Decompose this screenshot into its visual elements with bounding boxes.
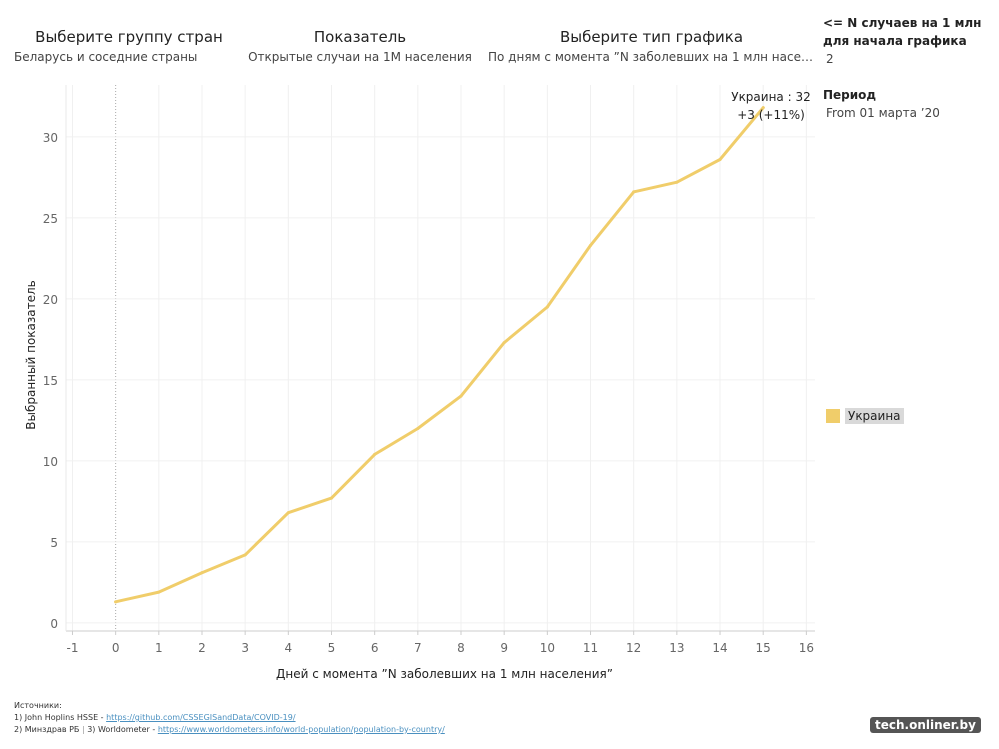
n-threshold-value[interactable]: 2 [826,52,834,66]
x-tick-label: 11 [583,641,598,655]
data-point [157,590,161,594]
x-tick-label: 15 [756,641,771,655]
x-tick-label: 13 [669,641,684,655]
tooltip: Украина : 32 +3 (+11%) [726,88,816,124]
group-filter[interactable]: Выберите группу стран Беларусь и соседни… [10,28,248,64]
y-axis-title: Выбранный показатель [24,280,38,430]
data-point [243,553,247,557]
period-value[interactable]: From 01 марта ’20 [826,106,940,120]
chart-type-filter-title: Выберите тип графика [559,28,744,46]
data-point [416,426,420,430]
data-point [200,571,204,575]
legend-swatch-ukraine [826,409,840,423]
watermark: tech.onliner.by [870,717,981,733]
x-tick-label: 4 [285,641,293,655]
x-tick-label: 8 [457,641,465,655]
x-tick-label: 5 [328,641,336,655]
x-tick-label: 0 [112,641,120,655]
source-3-label: 3) Worldometer - [87,725,158,734]
n-threshold-control[interactable]: <= N случаев на 1 млн для начала графика… [823,14,993,66]
data-point [329,496,333,500]
x-tick-label: 10 [540,641,555,655]
y-tick-label: 15 [43,374,58,388]
y-tick-label: 25 [43,212,58,226]
period-control[interactable]: Период From 01 марта ’20 [823,86,993,120]
y-tick-label: 10 [43,455,58,469]
x-tick-label: -1 [66,641,78,655]
y-tick-label: 5 [50,536,58,550]
x-tick-label: 3 [241,641,249,655]
n-threshold-label-2: для начала графика [823,34,967,48]
x-tick-label: 2 [198,641,206,655]
data-point [718,158,722,162]
x-tick-label: 12 [626,641,641,655]
line-chart: -1 0 1 2 3 4 5 6 7 8 9 10 11 12 13 14 15 16051015202530Дн… [24,85,815,681]
x-tick-label: 9 [500,641,508,655]
x-axis-title: Дней с момента ”N заболевших на 1 млн на… [276,667,613,681]
source-1-label: 1) John Hoplins HSSE - [14,713,107,722]
indicator-filter[interactable]: Показатель Открытые случаи на 1М населен… [245,28,475,64]
n-threshold-label-1: <= N случаев на 1 млн [823,16,982,30]
data-point [286,511,290,515]
x-tick-label: 16 [799,641,814,655]
data-point [761,106,765,110]
x-tick-label: 14 [712,641,727,655]
x-tick-label: 7 [414,641,422,655]
y-tick-label: 20 [43,293,58,307]
x-tick-label: 6 [371,641,379,655]
legend[interactable]: Украина [826,408,904,424]
source-3-link[interactable]: https://www.worldometers.info/world-popu… [157,725,445,734]
tooltip-line-1: Украина : 32 [731,90,811,104]
group-filter-title: Выберите группу стран [35,28,223,46]
sources-line-2: 2) Минздрав РБ | 3) Worldometer - https:… [14,725,445,734]
period-label: Период [823,88,877,102]
data-point [545,305,549,309]
y-tick-label: 0 [50,617,58,631]
tooltip-line-2: +3 (+11%) [737,108,805,122]
y-tick-label: 30 [43,131,58,145]
source-2-label: 2) Минздрав РБ [14,725,80,734]
sources-heading: Источники: [14,701,62,710]
sources-line-1: 1) John Hoplins HSSE - https://github.co… [14,712,614,724]
data-point [114,600,118,604]
source-1-link[interactable]: https://github.com/CSSEGISandData/COVID-… [106,713,296,722]
data-point [632,190,636,194]
data-point [589,243,593,247]
sources: Источники: 1) John Hoplins HSSE - https:… [14,700,614,736]
data-point [502,341,506,345]
indicator-filter-title: Показатель [313,28,407,46]
chart-type-filter[interactable]: Выберите тип графика По дням с момента ”… [488,28,815,64]
series-line-ukraine [114,106,765,604]
data-point [459,394,463,398]
legend-label-ukraine[interactable]: Украина [845,408,904,424]
x-tick-label: 1 [155,641,163,655]
data-point [373,452,377,456]
data-point [675,180,679,184]
